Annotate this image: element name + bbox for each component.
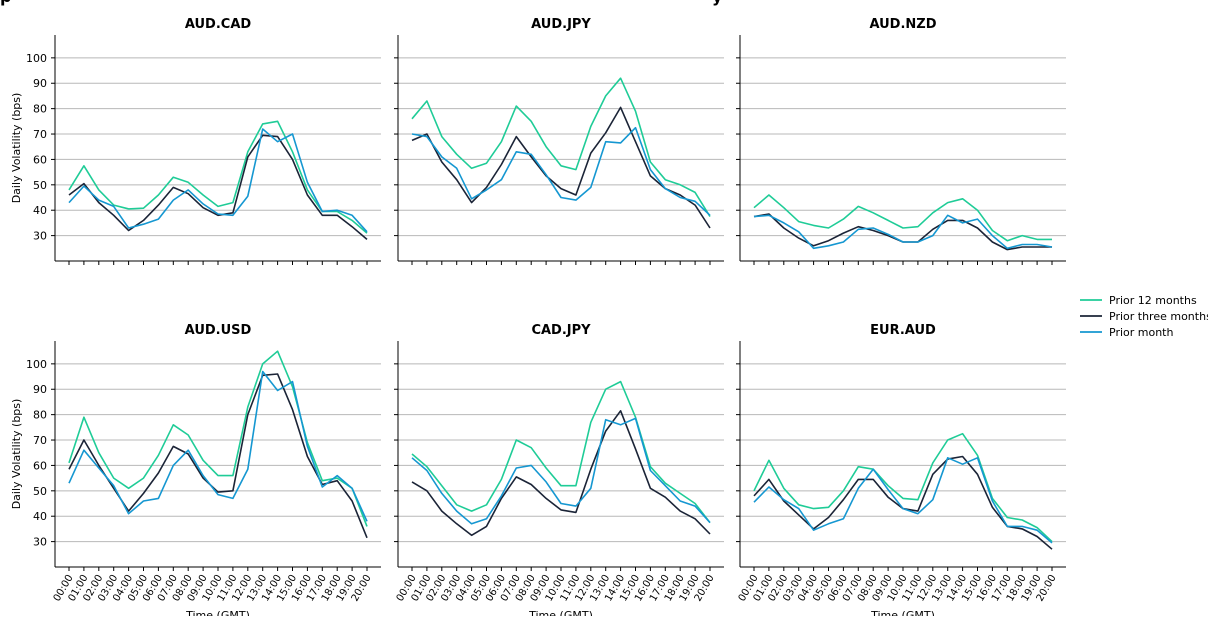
series-line <box>753 455 1053 550</box>
y-tick-label: 30 <box>33 536 47 549</box>
legend-label: Prior month <box>1109 326 1173 339</box>
legend-item: Prior month <box>1080 326 1173 339</box>
series-line <box>753 194 1052 242</box>
x-axis-label: Time (GMT) <box>870 609 935 616</box>
legend: Prior 12 months Prior three months Prior m… <box>1080 294 1208 339</box>
y-tick-label: 90 <box>33 77 47 90</box>
series-line <box>411 126 711 216</box>
series-line <box>68 373 368 539</box>
chart-panel: 00:0001:0002:0003:0004:0005:0006:0007:00… <box>736 323 1066 620</box>
series-line <box>68 128 368 233</box>
series-line <box>411 106 711 229</box>
chart-panel: 3040506070809010000:0001:0002:0003:0004:… <box>10 323 381 620</box>
series-line <box>411 380 711 524</box>
y-tick-label: 50 <box>33 485 47 498</box>
series-line <box>753 456 1053 544</box>
y-tick-label: 60 <box>33 459 47 472</box>
series-line <box>68 350 368 527</box>
chart-panel: AUD.JPY <box>394 17 724 265</box>
y-tick-label: 40 <box>33 204 47 217</box>
series-line <box>411 409 711 537</box>
header-fragment-right: y <box>712 0 723 6</box>
y-axis-label: Daily Volatility (bps) <box>10 93 23 204</box>
chart-panel: 00:0001:0002:0003:0004:0005:0006:0007:00… <box>394 323 724 620</box>
x-axis-label: Time (GMT) <box>185 609 250 616</box>
panel-title: CAD.JPY <box>531 323 591 338</box>
y-tick-label: 60 <box>33 153 47 166</box>
legend-item: Prior 12 months <box>1080 294 1197 307</box>
series-line <box>411 77 711 218</box>
series-line <box>68 134 368 241</box>
y-tick-label: 80 <box>33 409 47 422</box>
y-tick-label: 50 <box>33 179 47 192</box>
series-line <box>68 370 368 522</box>
series-line <box>68 120 368 234</box>
y-tick-label: 100 <box>26 52 47 65</box>
panel-title: AUD.CAD <box>185 17 252 32</box>
series-line <box>753 432 1053 543</box>
y-tick-label: 70 <box>33 128 47 141</box>
y-tick-label: 30 <box>33 230 47 243</box>
series-line <box>753 214 1053 250</box>
y-tick-label: 100 <box>26 358 47 371</box>
legend-label: Prior 12 months <box>1109 294 1197 307</box>
panel-title: EUR.AUD <box>870 323 936 338</box>
chart-panel: AUD.NZD <box>736 17 1066 265</box>
y-axis-label: Daily Volatility (bps) <box>10 399 23 510</box>
series-line <box>411 417 711 525</box>
panel-title: AUD.USD <box>185 323 252 338</box>
chart-panel: 30 40 50 60 70 80 90 100 Daily Volatility (bps) A… <box>10 17 381 265</box>
y-tick-label: 70 <box>33 434 47 447</box>
y-tick-label: 80 <box>33 103 47 116</box>
legend-label: Prior three months <box>1109 310 1208 323</box>
header-fragment: p <box>0 0 11 6</box>
y-tick-label: 40 <box>33 510 47 523</box>
legend-item: Prior three months <box>1080 310 1208 323</box>
y-tick-label: 90 <box>33 383 47 396</box>
x-axis-label: Time (GMT) <box>528 609 593 616</box>
panel-title: AUD.NZD <box>869 17 936 32</box>
panel-title: AUD.JPY <box>531 17 591 32</box>
